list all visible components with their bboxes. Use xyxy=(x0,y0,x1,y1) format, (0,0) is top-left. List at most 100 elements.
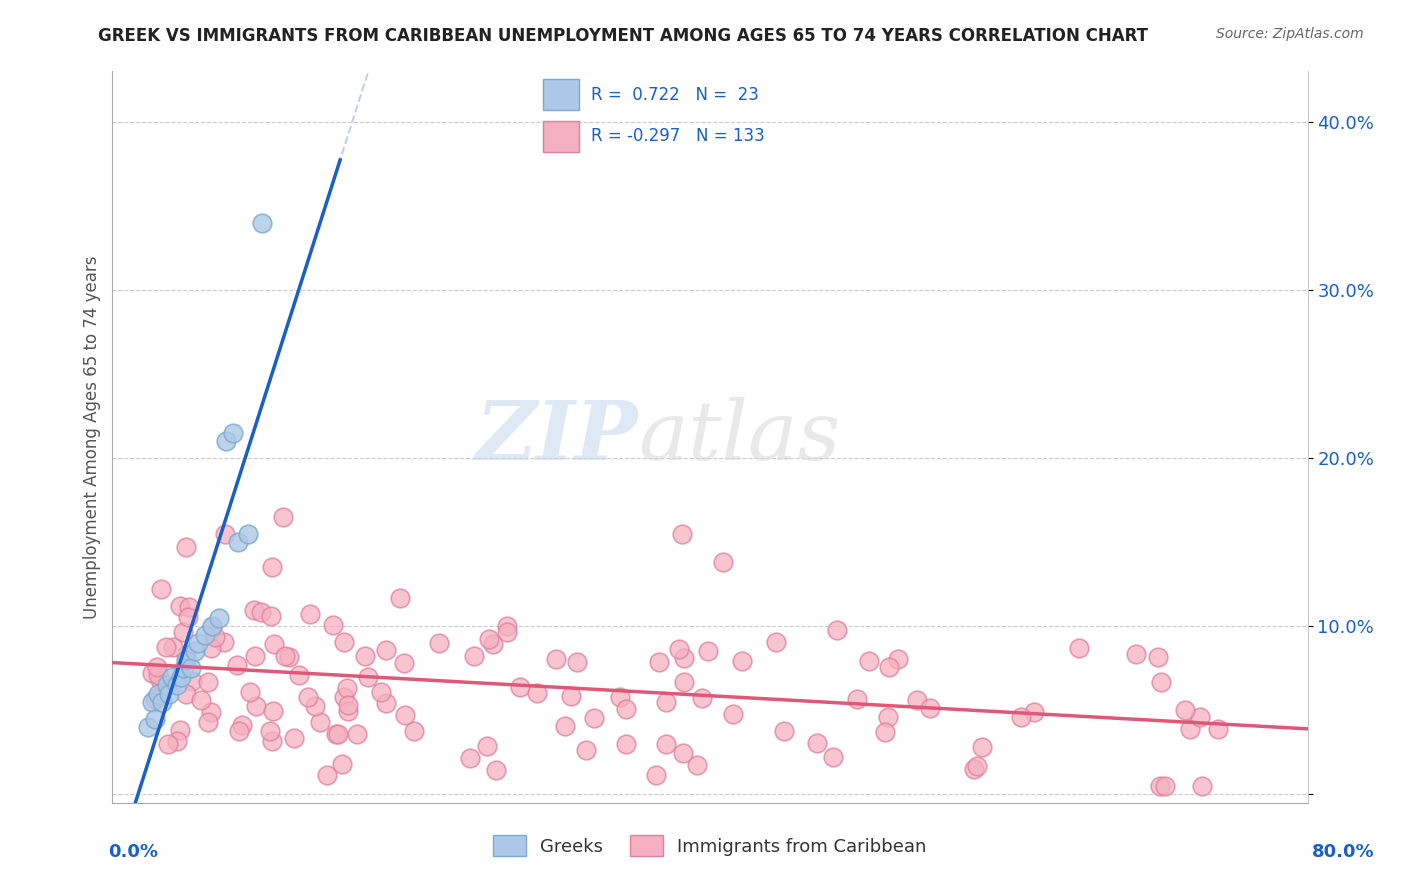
Text: R =  0.722   N =  23: R = 0.722 N = 23 xyxy=(591,86,758,103)
Point xyxy=(858,655,880,669)
Point xyxy=(654,737,676,751)
Point xyxy=(721,706,744,721)
Point xyxy=(177,609,200,624)
Point xyxy=(970,740,993,755)
Point xyxy=(404,724,426,739)
Point xyxy=(672,675,695,690)
Point xyxy=(686,757,709,772)
Point xyxy=(271,510,294,524)
Point xyxy=(806,736,828,750)
Point xyxy=(204,630,226,644)
Point xyxy=(609,690,631,704)
Point xyxy=(299,607,322,621)
Text: Source: ZipAtlas.com: Source: ZipAtlas.com xyxy=(1216,27,1364,41)
Point xyxy=(333,690,356,704)
Point xyxy=(614,738,637,752)
Point xyxy=(482,637,505,651)
Point xyxy=(963,762,986,776)
Point xyxy=(375,642,398,657)
Point xyxy=(671,526,693,541)
Point xyxy=(668,642,690,657)
Point xyxy=(245,649,267,664)
Point xyxy=(143,712,166,726)
Point xyxy=(222,425,245,440)
Point xyxy=(214,526,236,541)
Point xyxy=(655,694,678,708)
Point xyxy=(260,560,283,574)
Point xyxy=(169,723,191,737)
Point xyxy=(495,619,517,633)
Point xyxy=(1125,647,1147,661)
Point xyxy=(1147,650,1170,665)
Point xyxy=(1180,722,1202,736)
Point xyxy=(475,739,498,753)
Point xyxy=(427,636,450,650)
Text: ZIP: ZIP xyxy=(475,397,638,477)
Point xyxy=(711,556,734,570)
Point xyxy=(905,693,928,707)
Point xyxy=(333,635,356,649)
Point xyxy=(136,720,159,734)
Point xyxy=(200,640,222,655)
Point xyxy=(575,743,598,757)
Point xyxy=(166,678,188,692)
Point xyxy=(201,620,224,634)
Point xyxy=(354,648,377,663)
Point xyxy=(346,727,368,741)
Point xyxy=(389,591,412,605)
Point xyxy=(174,540,197,554)
Point xyxy=(484,763,506,777)
Point xyxy=(645,768,668,782)
Point xyxy=(155,678,177,692)
Point xyxy=(201,619,224,633)
Point xyxy=(337,698,360,713)
Point xyxy=(1010,709,1032,723)
Point xyxy=(184,644,207,658)
Point xyxy=(208,611,231,625)
Point xyxy=(176,653,198,667)
Point xyxy=(297,690,319,705)
Point xyxy=(477,632,499,647)
Point xyxy=(328,726,350,740)
Point xyxy=(250,216,273,230)
Point xyxy=(226,658,249,673)
Text: 0.0%: 0.0% xyxy=(108,843,159,861)
Point xyxy=(966,759,988,773)
Point xyxy=(582,711,605,725)
Y-axis label: Unemployment Among Ages 65 to 74 years: Unemployment Among Ages 65 to 74 years xyxy=(83,255,101,619)
Point xyxy=(155,640,177,654)
Point xyxy=(150,582,173,597)
Point xyxy=(146,660,169,674)
Point xyxy=(197,715,219,730)
Point xyxy=(212,634,235,648)
FancyBboxPatch shape xyxy=(543,79,579,110)
Point xyxy=(149,673,172,688)
Point xyxy=(200,705,222,719)
Point xyxy=(263,637,285,651)
Point xyxy=(236,526,259,541)
Point xyxy=(157,686,180,700)
Point xyxy=(215,434,238,449)
Point xyxy=(887,652,910,666)
Point xyxy=(1189,710,1212,724)
Point xyxy=(172,624,194,639)
Point xyxy=(288,667,311,681)
Point xyxy=(875,725,897,739)
Point xyxy=(560,690,582,704)
FancyBboxPatch shape xyxy=(543,121,579,152)
Point xyxy=(274,648,297,663)
Point xyxy=(1149,674,1171,689)
Point xyxy=(765,635,787,649)
Point xyxy=(169,599,191,614)
Point xyxy=(526,685,548,699)
Point xyxy=(143,692,166,706)
Text: GREEK VS IMMIGRANTS FROM CARIBBEAN UNEMPLOYMENT AMONG AGES 65 TO 74 YEARS CORREL: GREEK VS IMMIGRANTS FROM CARIBBEAN UNEMP… xyxy=(98,27,1149,45)
Point xyxy=(179,599,201,614)
Point xyxy=(239,685,262,699)
Point xyxy=(173,661,195,675)
Point xyxy=(166,733,188,747)
Point xyxy=(827,623,849,637)
Point xyxy=(315,768,337,782)
Point xyxy=(260,734,283,748)
Point xyxy=(877,660,900,674)
